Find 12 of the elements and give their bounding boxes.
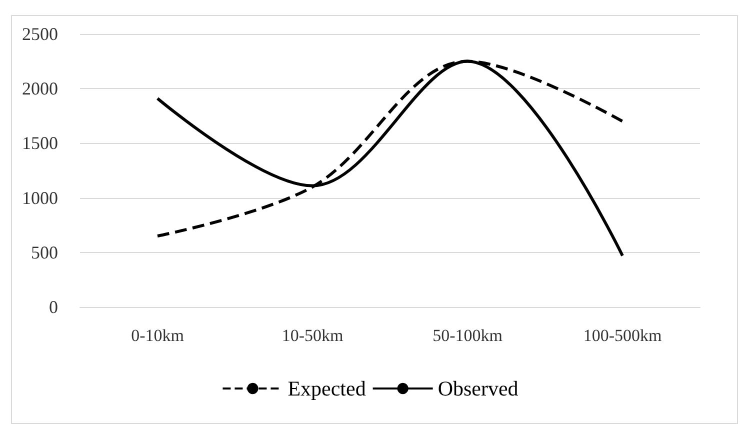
- legend-label: Observed: [438, 376, 519, 400]
- y-tick-label: 1500: [22, 133, 58, 154]
- legend-label: Expected: [288, 376, 366, 400]
- y-tick-label: 2500: [22, 24, 58, 44]
- x-tick-label: 10-50km: [282, 326, 344, 345]
- x-tick-label: 0-10km: [131, 326, 184, 345]
- y-tick-label: 1000: [22, 188, 58, 208]
- y-tick-label: 2000: [22, 78, 58, 99]
- x-tick-label: 50-100km: [432, 326, 502, 345]
- y-tick-label: 0: [49, 297, 58, 317]
- x-tick-label: 100-500km: [583, 326, 662, 345]
- y-tick-label: 500: [31, 242, 58, 262]
